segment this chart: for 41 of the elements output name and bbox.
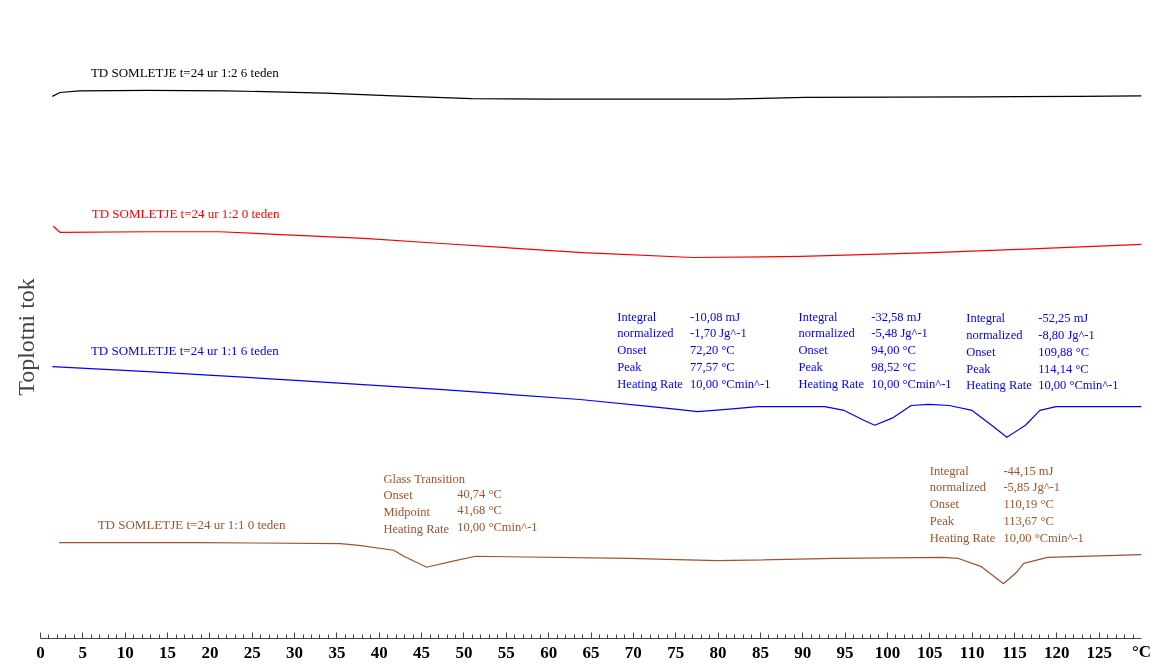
annotation: -52,25 mJ -8,80 Jg^-1 109,88 °C 114,14 °C 10,00 °Cmin^-1 [1038,311,1119,393]
x-tick-label: 85 [751,642,769,662]
x-tick-label: 115 [1002,642,1027,662]
x-tick-label: 55 [497,642,515,662]
x-tick-label: 40 [370,642,388,662]
x-tick-label: 10 [116,642,134,662]
annotation: Integral normalized Onset Peak Heating Rate [966,311,1033,393]
annotation: Integral normalized Onset Peak Heating Rate [929,463,996,545]
x-tick-label: 80 [709,642,727,662]
x-tick-label: 120 [1044,642,1070,662]
annotation: -44,15 mJ -5,85 Jg^-1 110,19 °C 113,67 °C 10,00 °Cmin^-1 [1003,463,1084,545]
annotation: Integral normalized Onset Peak Heating Rate [798,309,865,391]
x-tick-label: 125 [1086,642,1112,662]
y-axis-title: Toplotni tok [12,278,39,396]
x-tick-label: 35 [328,642,346,662]
x-tick-label: 100 [874,642,901,662]
x-tick-label: 25 [243,642,261,662]
x-axis-title: °C [1131,641,1152,661]
x-tick-label: 95 [836,642,854,662]
x-tick-label: 60 [540,642,558,662]
x-tick-label: 105 [917,642,943,662]
annotation: Integral normalized Onset Peak Heating Rate [617,309,684,391]
x-tick-label: 70 [624,642,642,662]
x-tick-label: 5 [78,642,88,662]
series-label: TD SOMLETJE t=24 ur 1:2 0 teden [91,206,281,222]
x-tick-label: 110 [959,642,985,662]
annotation: -32,58 mJ -5,48 Jg^-1 94,00 °C 98,52 °C 10,00 °Cmin^-1 [871,309,952,391]
x-tick-label: 90 [794,642,812,662]
x-tick-label: 75 [667,642,685,662]
x-tick-label: 45 [413,642,431,662]
x-tick-label: 15 [159,642,177,662]
x-tick-label: 30 [286,642,304,662]
series-label: TD SOMLETJE t=24 ur 1:2 6 teden [90,64,280,80]
x-tick-label: 0 [36,642,45,662]
x-tick-label: 65 [582,642,600,662]
annotation: -10,08 mJ -1,70 Jg^-1 72,20 °C 77,57 °C 10,00 °Cmin^-1 [690,309,771,391]
x-tick-label: 50 [455,642,473,662]
x-tick-label: 20 [201,642,219,662]
annotation: 40,74 °C 41,68 °C 10,00 °Cmin^-1 [457,486,538,535]
series-label: TD SOMLETJE t=24 ur 1:1 6 teden [90,342,280,358]
series-label: TD SOMLETJE t=24 ur 1:1 0 teden [97,516,287,532]
